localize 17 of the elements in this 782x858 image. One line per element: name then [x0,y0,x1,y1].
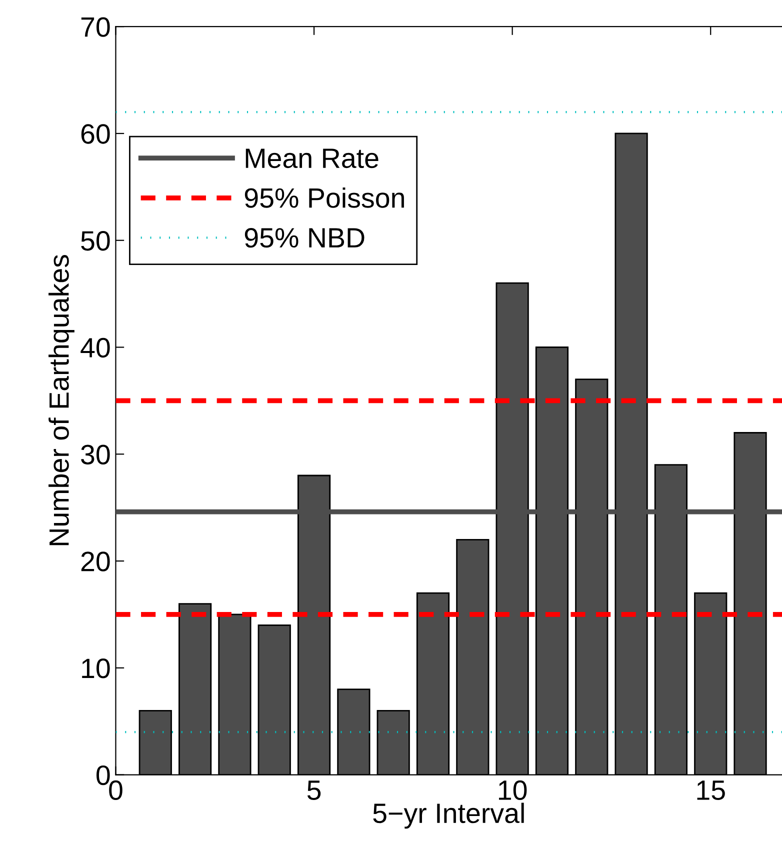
x-tick-label: 10 [498,780,527,800]
y-tick-label: 40 [80,338,110,358]
legend-label: Mean Rate [246,148,378,168]
x-tick-label: 15 [697,780,725,800]
legend-label: 95% NBD [244,228,364,248]
y-tick-label: 60 [81,124,110,144]
y-tick-label: 0 [96,765,110,786]
x-axis-title: 5−yr Interval [373,802,524,829]
y-tick-label: 20 [81,552,110,572]
x-tick-label: 5 [307,780,321,800]
y-tick-label: 30 [81,444,110,464]
y-tick-label: 10 [82,658,110,678]
x-tick-label: 0 [109,780,122,800]
legend-label: 95% Poisson [244,187,404,208]
y-tick-label: 70 [81,17,110,37]
y-tick-label: 50 [81,231,110,251]
y-axis-title: Number of Earthquakes [48,255,74,546]
